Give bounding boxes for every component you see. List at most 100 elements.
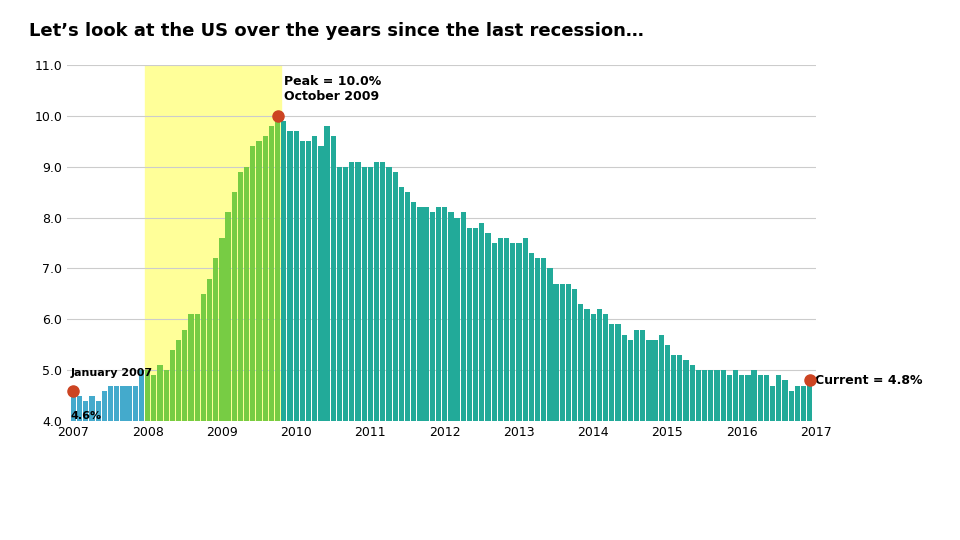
- Bar: [646, 340, 652, 540]
- Bar: [157, 365, 162, 540]
- Bar: [132, 386, 138, 540]
- Bar: [263, 136, 268, 540]
- Bar: [442, 207, 447, 540]
- Bar: [714, 370, 720, 540]
- Bar: [213, 258, 218, 540]
- Bar: [294, 131, 299, 540]
- Bar: [95, 401, 101, 540]
- Bar: [454, 218, 460, 540]
- Bar: [423, 207, 429, 540]
- Bar: [702, 370, 708, 540]
- Bar: [677, 355, 683, 540]
- Bar: [256, 141, 262, 540]
- Text: Peak = 10.0%
October 2009: Peak = 10.0% October 2009: [284, 75, 381, 103]
- Text: 4.6%: 4.6%: [70, 411, 102, 421]
- Bar: [603, 314, 609, 540]
- Bar: [634, 329, 639, 540]
- Bar: [188, 314, 194, 540]
- Bar: [560, 284, 564, 540]
- Bar: [504, 238, 509, 540]
- Bar: [275, 116, 280, 540]
- Bar: [757, 375, 763, 540]
- Bar: [300, 141, 305, 540]
- Bar: [461, 212, 466, 540]
- Bar: [479, 222, 485, 540]
- Bar: [653, 340, 658, 540]
- Bar: [689, 365, 695, 540]
- Bar: [362, 167, 367, 540]
- Bar: [671, 355, 676, 540]
- Bar: [251, 146, 255, 540]
- Bar: [770, 386, 776, 540]
- Bar: [195, 314, 200, 540]
- Bar: [696, 370, 701, 540]
- Bar: [163, 370, 169, 540]
- Bar: [572, 289, 577, 540]
- Bar: [541, 258, 546, 540]
- Bar: [430, 212, 435, 540]
- Bar: [510, 243, 516, 540]
- Bar: [170, 350, 175, 540]
- Bar: [467, 228, 472, 540]
- Bar: [207, 279, 212, 540]
- Bar: [405, 192, 410, 540]
- Bar: [120, 386, 126, 540]
- Bar: [659, 335, 664, 540]
- Bar: [807, 381, 812, 540]
- Bar: [554, 284, 559, 540]
- Bar: [498, 238, 503, 540]
- Bar: [201, 294, 206, 540]
- Bar: [77, 396, 83, 540]
- Bar: [411, 202, 417, 540]
- Bar: [565, 284, 571, 540]
- Bar: [368, 167, 373, 540]
- Bar: [665, 345, 670, 540]
- Bar: [516, 243, 521, 540]
- Bar: [102, 390, 107, 540]
- Bar: [578, 304, 584, 540]
- Bar: [708, 370, 713, 540]
- Bar: [610, 325, 614, 540]
- Bar: [380, 161, 386, 540]
- Bar: [306, 141, 311, 540]
- Bar: [145, 370, 151, 540]
- Bar: [590, 314, 596, 540]
- Bar: [84, 401, 88, 540]
- Bar: [312, 136, 318, 540]
- Bar: [628, 340, 633, 540]
- Bar: [71, 390, 76, 540]
- Bar: [244, 167, 250, 540]
- Bar: [182, 329, 187, 540]
- Bar: [324, 126, 329, 540]
- Bar: [529, 253, 534, 540]
- Bar: [801, 386, 806, 540]
- Bar: [640, 329, 645, 540]
- Bar: [436, 207, 442, 540]
- Bar: [398, 187, 404, 540]
- Bar: [231, 192, 237, 540]
- Bar: [386, 167, 392, 540]
- Bar: [269, 126, 274, 540]
- Text: Current = 4.8%: Current = 4.8%: [815, 374, 923, 387]
- Bar: [238, 172, 243, 540]
- Bar: [764, 375, 769, 540]
- Bar: [745, 375, 751, 540]
- Bar: [330, 136, 336, 540]
- Bar: [219, 238, 225, 540]
- Bar: [145, 65, 280, 421]
- Bar: [795, 386, 800, 540]
- Bar: [89, 396, 95, 540]
- Bar: [621, 335, 627, 540]
- Bar: [522, 238, 528, 540]
- Bar: [739, 375, 744, 540]
- Bar: [355, 161, 361, 540]
- Bar: [374, 161, 379, 540]
- Bar: [448, 212, 453, 540]
- Bar: [393, 172, 397, 540]
- Bar: [585, 309, 589, 540]
- Bar: [535, 258, 540, 540]
- Bar: [732, 370, 738, 540]
- Bar: [777, 375, 781, 540]
- Bar: [547, 268, 553, 540]
- Bar: [486, 233, 491, 540]
